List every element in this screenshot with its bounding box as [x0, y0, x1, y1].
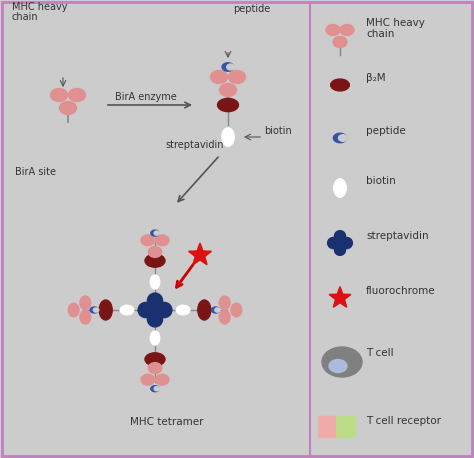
Ellipse shape — [222, 128, 234, 147]
Text: BirA enzyme: BirA enzyme — [115, 92, 177, 102]
Text: chain: chain — [366, 29, 394, 39]
Ellipse shape — [334, 179, 346, 197]
Ellipse shape — [151, 386, 159, 392]
Ellipse shape — [331, 79, 349, 91]
Polygon shape — [329, 287, 351, 307]
Ellipse shape — [215, 308, 220, 312]
Ellipse shape — [93, 308, 99, 312]
Ellipse shape — [326, 24, 340, 36]
Ellipse shape — [340, 24, 354, 36]
Ellipse shape — [176, 305, 190, 315]
Ellipse shape — [328, 237, 339, 249]
Ellipse shape — [138, 302, 153, 317]
Text: fluorochrome: fluorochrome — [366, 286, 436, 296]
Ellipse shape — [219, 296, 230, 310]
Text: MHC heavy: MHC heavy — [366, 18, 425, 28]
Ellipse shape — [80, 311, 91, 324]
Ellipse shape — [68, 303, 79, 317]
Ellipse shape — [145, 254, 165, 267]
Ellipse shape — [157, 302, 172, 317]
Ellipse shape — [329, 360, 347, 372]
Ellipse shape — [60, 102, 76, 114]
Ellipse shape — [198, 300, 211, 320]
Ellipse shape — [341, 237, 352, 249]
Ellipse shape — [338, 135, 347, 142]
Ellipse shape — [147, 312, 163, 327]
Ellipse shape — [227, 64, 234, 70]
Polygon shape — [189, 243, 211, 265]
Ellipse shape — [228, 71, 246, 83]
Text: streptavidin: streptavidin — [165, 140, 224, 150]
Ellipse shape — [150, 275, 160, 289]
Ellipse shape — [211, 307, 220, 313]
Ellipse shape — [151, 230, 159, 236]
Text: BirA site: BirA site — [15, 167, 56, 177]
Text: streptavidin: streptavidin — [366, 231, 428, 241]
Ellipse shape — [148, 363, 162, 373]
FancyBboxPatch shape — [337, 416, 356, 437]
Text: peptide: peptide — [233, 4, 270, 14]
Ellipse shape — [333, 133, 346, 143]
Text: T cell: T cell — [366, 348, 393, 358]
Text: biotin: biotin — [264, 126, 292, 136]
Ellipse shape — [335, 244, 346, 256]
Ellipse shape — [145, 353, 165, 366]
Ellipse shape — [322, 347, 362, 377]
Ellipse shape — [335, 237, 346, 249]
Text: T cell receptor: T cell receptor — [366, 416, 441, 426]
Text: MHC tetramer: MHC tetramer — [130, 417, 203, 427]
Ellipse shape — [90, 307, 99, 313]
Ellipse shape — [148, 246, 162, 257]
Ellipse shape — [69, 88, 85, 102]
Ellipse shape — [333, 37, 347, 48]
Ellipse shape — [154, 231, 159, 235]
Text: peptide: peptide — [366, 126, 406, 136]
Ellipse shape — [210, 71, 228, 83]
Ellipse shape — [141, 235, 155, 245]
Ellipse shape — [147, 302, 163, 317]
Ellipse shape — [99, 300, 112, 320]
Ellipse shape — [219, 83, 237, 97]
Ellipse shape — [150, 331, 160, 345]
Text: chain: chain — [12, 12, 38, 22]
Ellipse shape — [155, 374, 169, 385]
Ellipse shape — [51, 88, 67, 102]
Ellipse shape — [335, 231, 346, 242]
Ellipse shape — [80, 296, 91, 310]
Text: MHC heavy: MHC heavy — [12, 2, 67, 12]
Text: β₂M: β₂M — [366, 73, 386, 83]
Ellipse shape — [155, 235, 169, 245]
Ellipse shape — [219, 311, 230, 324]
Text: biotin: biotin — [366, 176, 396, 186]
Ellipse shape — [231, 303, 242, 317]
Ellipse shape — [154, 387, 159, 391]
Ellipse shape — [141, 374, 155, 385]
Ellipse shape — [147, 293, 163, 308]
Ellipse shape — [218, 98, 238, 112]
Ellipse shape — [222, 63, 234, 71]
FancyBboxPatch shape — [319, 416, 337, 437]
Ellipse shape — [120, 305, 134, 315]
